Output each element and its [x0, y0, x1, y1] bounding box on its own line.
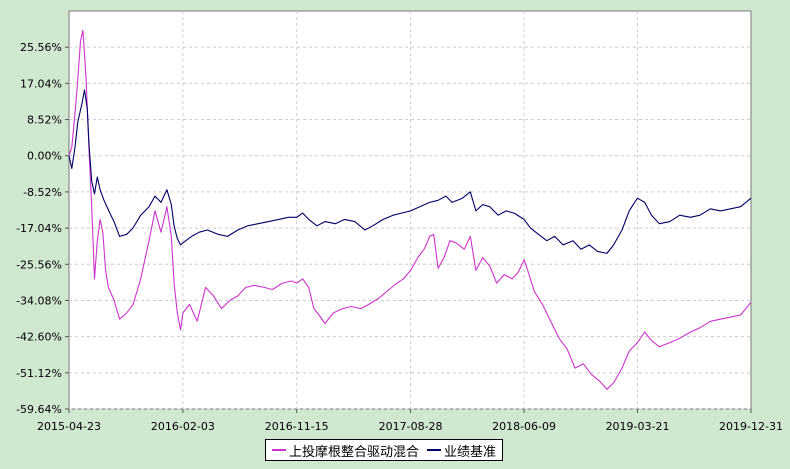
legend-label-fund: 上投摩根整合驱动混合 [289, 444, 420, 460]
legend-label-benchmark: 业绩基准 [444, 444, 497, 460]
x-tick-label: 2018-06-09 [492, 420, 556, 433]
y-tick-label: 8.52% [27, 114, 62, 127]
y-tick-label: 0.00% [27, 150, 62, 163]
y-tick-label: -25.56% [16, 258, 62, 271]
legend-swatch-benchmark [427, 449, 442, 451]
y-axis-ticks: 25.56% 17.04% 8.52% 0.00% -8.52% -17.04% -25.5… [16, 41, 69, 416]
series-line-benchmark [68, 89, 752, 254]
x-axis-ticks: 2015-04-23 2016-02-03 2016-11-15 2017-08-28… [37, 409, 783, 433]
x-tick-label: 2016-11-15 [265, 420, 329, 433]
x-tick-label: 2016-02-03 [151, 420, 215, 433]
x-tick-label: 2019-12-31 [719, 420, 783, 433]
y-tick-label: -59.64% [16, 403, 62, 416]
legend-item-benchmark: 业绩基准 [427, 441, 496, 460]
y-tick-label: -42.60% [16, 331, 62, 344]
x-tick-label: 2017-08-28 [379, 420, 443, 433]
y-tick-label: -34.08% [16, 294, 62, 307]
y-tick-label: -17.04% [16, 222, 62, 235]
x-tick-label: 2019-03-21 [606, 420, 670, 433]
legend-swatch-fund [272, 449, 286, 451]
series-lines [68, 29, 752, 390]
legend: 上投摩根整合驱动混合 业绩基准 [265, 439, 504, 461]
y-tick-label: 25.56% [20, 41, 62, 54]
legend-item-fund: 上投摩根整合驱动混合 [272, 441, 419, 460]
y-tick-label: -8.52% [23, 186, 62, 199]
y-tick-label: 17.04% [20, 77, 62, 90]
series-line-fund [68, 29, 752, 390]
y-tick-label: -51.12% [16, 367, 62, 380]
x-tick-label: 2015-04-23 [37, 420, 101, 433]
